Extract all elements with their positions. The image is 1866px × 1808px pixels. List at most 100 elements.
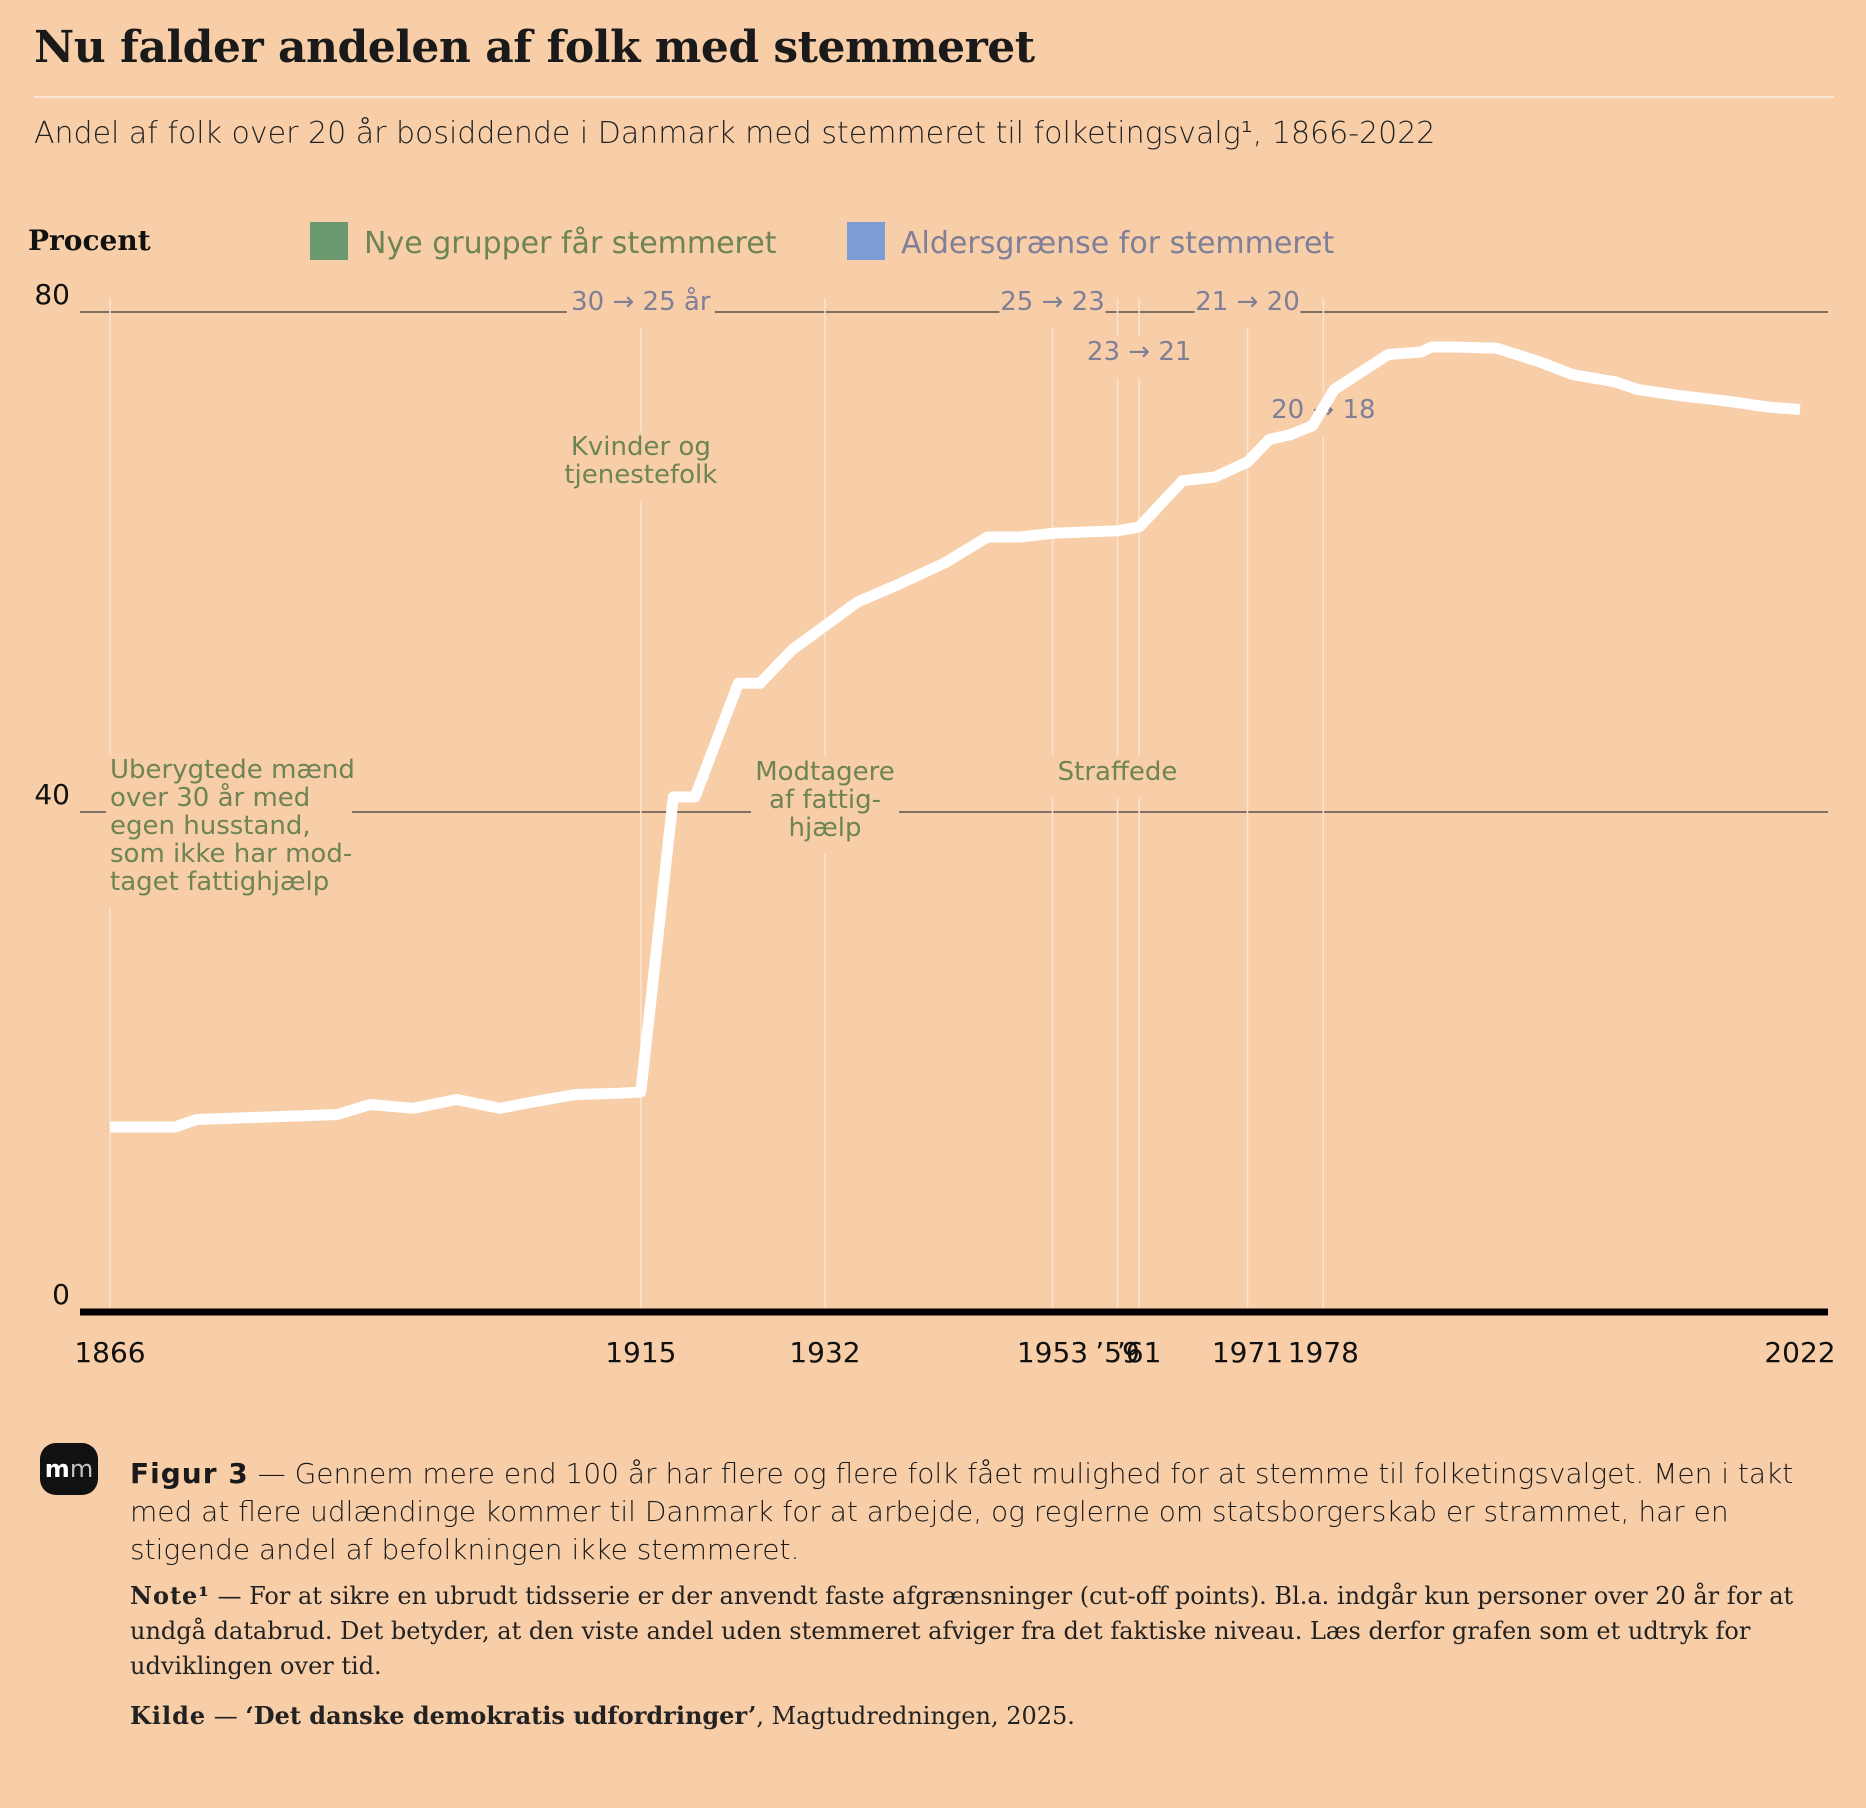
x-tick-label-1978: 1978: [1288, 1336, 1359, 1369]
data-point-2011: [1680, 395, 1682, 397]
ann-1932-line-1: af fattig-: [769, 785, 881, 815]
source-lead: Kilde: [130, 1701, 207, 1730]
series-layer: [109, 341, 1801, 1133]
ann-1953-line-0: 25 → 23: [1000, 287, 1104, 317]
data-point-1898: [456, 1098, 458, 1101]
data-point-1913: [618, 1092, 620, 1094]
x-axis: 1866 1915 1932 1953’59’61 1971 1978 2022: [74, 1308, 1836, 1369]
data-point-1924: [737, 682, 739, 684]
logo-m2: m: [69, 1455, 94, 1483]
note-text: For at sikre en ubrudt tidsserie er der …: [130, 1582, 1794, 1680]
y-tick-label-80: 80: [34, 278, 70, 311]
data-point-1935: [856, 601, 859, 603]
ann-1915-group-line-0: Kvinder og: [571, 432, 711, 462]
data-point-1973: [1268, 438, 1270, 441]
ann-1971-bg: [1194, 286, 1301, 328]
data-point-1920: [694, 796, 696, 798]
x-tick-label-1915: 1915: [605, 1336, 676, 1369]
data-point-1971: [1246, 461, 1249, 463]
data-point-2019: [1766, 406, 1769, 408]
data-point-2005: [1615, 381, 1617, 383]
data-point-1918: [672, 796, 674, 798]
ann-1932-line-2: hjælp: [789, 813, 862, 843]
y-tick-label-0: 0: [52, 1278, 70, 1311]
caption-dash: —: [248, 1457, 295, 1490]
data-point-1926: [759, 682, 761, 684]
data-point-1872: [174, 1126, 176, 1128]
data-point-1950: [1019, 536, 1021, 538]
x-tick-label-1961: ’61: [1117, 1336, 1162, 1369]
data-point-1915: [640, 1091, 642, 1093]
data-point-1979: [1333, 388, 1335, 391]
ann-1915-group-line-1: tjenestefolk: [564, 460, 717, 490]
title-divider: [34, 96, 1834, 98]
data-point-1943: [943, 562, 945, 564]
ann-1866-line-1: over 30 år med: [110, 782, 310, 813]
chart-subtitle: Andel af folk over 20 år bosiddende i Da…: [34, 116, 1436, 151]
data-point-1939: [900, 582, 902, 584]
x-tick-label-2022: 2022: [1764, 1336, 1835, 1369]
data-point-1965: [1181, 480, 1184, 482]
data-point-1968: [1214, 476, 1216, 478]
data-point-2015: [1723, 400, 1725, 402]
ann-1866-line-3: som ikke har mod-: [110, 839, 352, 869]
gridlines: 0 40 80: [34, 278, 1828, 1311]
data-point-1994: [1496, 347, 1498, 349]
data-point-1909: [575, 1093, 577, 1096]
figure-caption: Figur 3 — Gennem mere end 100 år har fle…: [130, 1455, 1830, 1569]
data-point-1990: [1452, 346, 1454, 348]
ann-1971: 21 → 20: [1194, 286, 1301, 328]
chart-title: Nu falder andelen af folk med stemmeret: [34, 22, 1035, 73]
data-point-1905: [531, 1101, 534, 1103]
legend-label-0: Nye grupper får stemmeret: [364, 226, 777, 261]
data-point-1953: [1051, 532, 1054, 534]
ann-1959: Straffede: [1050, 756, 1185, 798]
ann-1915-age: 30 → 25 år: [566, 286, 715, 328]
x-tick-label-1971: 1971: [1212, 1336, 1283, 1369]
caption-lead: Figur 3: [130, 1457, 249, 1490]
data-point-1887: [336, 1113, 339, 1116]
data-point-1987: [1420, 351, 1422, 353]
data-point-1894: [412, 1107, 414, 1109]
data-point-1977: [1311, 425, 1314, 427]
figure-note: Note¹ — For at sikre en ubrudt tidsserie…: [130, 1578, 1830, 1684]
ann-1953: 25 → 23: [999, 286, 1106, 328]
source-dash: —: [206, 1702, 246, 1730]
ann-1866-line-0: Uberygtede mænd: [110, 755, 355, 785]
ann-1866-line-4: taget fattighjælp: [110, 867, 329, 897]
data-point-1890: [369, 1103, 371, 1106]
legend: Procent Nye grupper får stemmeret Aldersgr…: [28, 222, 1334, 261]
series-line-0: [110, 341, 1801, 1133]
ann-1953-bg: [999, 286, 1106, 328]
data-point-2022: [1799, 408, 1801, 411]
data-point-1975: [1290, 433, 1292, 436]
ann-1932-line-0: Modtagere: [755, 757, 895, 787]
data-point-1959: [1116, 530, 1119, 532]
note-lead: Note¹: [130, 1581, 210, 1610]
source-rest: , Magtudredningen, 2025.: [756, 1702, 1075, 1730]
ann-1915-age-bg: [566, 286, 715, 328]
data-point-1984: [1387, 353, 1389, 356]
ann-1866-bg: [106, 754, 352, 908]
ann-1959-bg: [1050, 756, 1185, 798]
ann-1961-line-0: 23 → 21: [1087, 337, 1191, 367]
ann-1961-bg: [1086, 336, 1193, 378]
ann-1971-line-0: 21 → 20: [1195, 287, 1299, 317]
caption-text: Gennem mere end 100 år har flere og fler…: [130, 1457, 1794, 1566]
data-point-1947: [986, 536, 989, 538]
legend-swatch-1: [847, 222, 885, 260]
x-tick-label-1959: ’59: [1095, 1336, 1140, 1369]
data-point-1902: [499, 1107, 501, 1109]
y-axis-label: Procent: [28, 224, 151, 257]
x-tick-label-1866: 1866: [74, 1336, 145, 1369]
ann-1915-group-bg: [552, 431, 729, 501]
ann-1915-age-line-0: 30 → 25 år: [571, 286, 711, 317]
source-work: ‘Det danske demokratis udfordringer’: [245, 1701, 757, 1730]
ann-1959-line-0: Straffede: [1058, 757, 1178, 787]
